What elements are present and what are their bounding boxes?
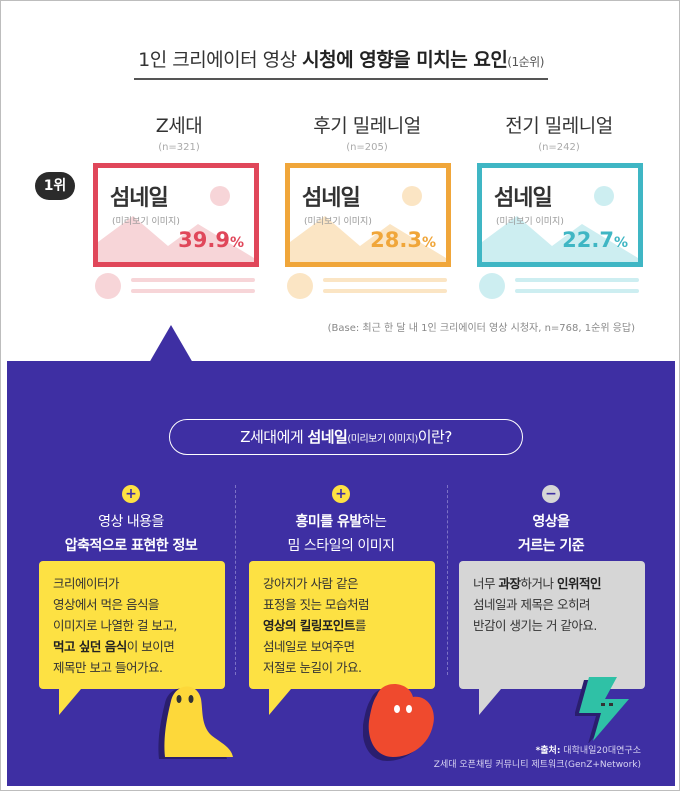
gen-sample-size: (n=205) (346, 142, 388, 153)
card-title: 섬네일 (110, 186, 169, 211)
card-title: 섬네일 (494, 186, 553, 211)
column-meme: + 흥미를 유발하는 밈 스타일의 이미지 (231, 483, 451, 555)
gen-name: Z세대 (155, 115, 203, 137)
plus-icon: + (332, 485, 350, 503)
thumbnail-card-early-millennial: 섬네일 (미리보기 이미지) 22.7% (477, 163, 643, 267)
quote-bubble-1: 크리에이터가 영상에서 먹은 음식을 이미지로 나열한 걸 보고, 먹고 싶던 … (39, 561, 225, 689)
gen-header-late-millennial: 후기 밀레니얼 (n=205) (267, 111, 467, 153)
column-divider (235, 485, 236, 675)
bubble-tail (479, 689, 501, 715)
gen-sample-size: (n=321) (158, 142, 200, 153)
base-note: (Base: 최근 한 달 내 1인 크리에이터 영상 시청자, n=768, … (327, 323, 635, 334)
bubble-line: 너무 과장하거나 인위적인 (473, 576, 602, 591)
bubble-line: 강아지가 사람 같은 (263, 576, 358, 591)
column-line1: 흥미를 유발하는 (295, 514, 387, 530)
card-percentage: 39.9% (178, 228, 244, 252)
placeholder-line (515, 278, 639, 282)
bubble-tail (59, 689, 81, 715)
placeholder-line (323, 278, 447, 282)
title-wrap: 1인 크리에이터 영상 시청에 영향을 미치는 요인(1순위) (1, 45, 679, 80)
card-percentage: 28.3% (370, 228, 436, 252)
bubble-line: 먹고 싶던 음식이 보이면 (53, 639, 175, 654)
bubble-line: 저절로 눈길이 가요. (263, 660, 362, 675)
mountain-graphic (290, 216, 446, 262)
column-divider (447, 485, 448, 675)
card-percentage: 22.7% (562, 228, 628, 252)
placeholder-line (323, 289, 447, 293)
definition-section: Z세대에게 섬네일(미리보기 이미지)이란? + 영상 내용을 압축적으로 표현… (7, 361, 675, 786)
sun-graphic (594, 186, 614, 206)
red-character-icon (363, 683, 434, 761)
column-line2: 밈 스타일의 이미지 (287, 538, 395, 554)
column-info: + 영상 내용을 압축적으로 표현한 정보 (21, 483, 241, 555)
thumbnail-card-z: 섬네일 (미리보기 이미지) 39.9% (93, 163, 259, 267)
pointer-triangle (149, 325, 193, 363)
column-line2: 거르는 기준 (517, 538, 585, 554)
column-line2: 압축적으로 표현한 정보 (64, 538, 198, 554)
card-subtitle: (미리보기 이미지) (304, 217, 372, 227)
gen-header-early-millennial: 전기 밀레니얼 (n=242) (459, 111, 659, 153)
card-title: 섬네일 (302, 186, 361, 211)
source-note: *출처: 대학내일20대연구소 Z세대 오픈채팅 커뮤니티 제트워크(GenZ+… (433, 746, 641, 770)
infographic-title: 1인 크리에이터 영상 시청에 영향을 미치는 요인(1순위) (134, 45, 548, 80)
placeholder-avatar (95, 273, 121, 299)
card-subtitle: (미리보기 이미지) (112, 217, 180, 227)
bubble-line: 섬네일과 제목은 오히려 (473, 597, 590, 612)
quote-bubble-2: 강아지가 사람 같은 표정을 짓는 모습처럼 영상의 킬링포인트를 섬네일로 보… (249, 561, 435, 689)
bubble-tail (269, 689, 291, 715)
column-line1: 영상을 (532, 514, 570, 530)
sun-graphic (402, 186, 422, 206)
sun-graphic (210, 186, 230, 206)
gen-name: 후기 밀레니얼 (313, 115, 421, 137)
quote-bubble-3: 너무 과장하거나 인위적인 섬네일과 제목은 오히려 반감이 생기는 거 같아요… (459, 561, 645, 689)
bubble-line: 표정을 짓는 모습처럼 (263, 597, 369, 612)
bubble-line: 영상의 킬링포인트를 (263, 618, 366, 633)
thumbnail-card-late-millennial: 섬네일 (미리보기 이미지) 28.3% (285, 163, 451, 267)
yellow-character-icon (158, 686, 233, 759)
column-line1: 영상 내용을 (98, 514, 164, 530)
bubble-line: 반감이 생기는 거 같아요. (473, 618, 597, 633)
minus-icon: − (542, 485, 560, 503)
column-filter: − 영상을 거르는 기준 (441, 483, 661, 555)
rank-badge: 1위 (35, 172, 75, 200)
gen-name: 전기 밀레니얼 (505, 115, 613, 137)
placeholder-line (515, 289, 639, 293)
gen-header-z: Z세대 (n=321) (79, 111, 279, 153)
plus-icon: + (122, 485, 140, 503)
placeholder-avatar (287, 273, 313, 299)
bubble-line: 이미지로 나열한 걸 보고, (53, 618, 177, 633)
bubble-line: 영상에서 먹은 음식을 (53, 597, 159, 612)
bubble-line: 제목만 보고 들어가요. (53, 660, 163, 675)
mountain-graphic (98, 216, 254, 262)
placeholder-line (131, 278, 255, 282)
placeholder-avatar (479, 273, 505, 299)
card-subtitle: (미리보기 이미지) (496, 217, 564, 227)
mountain-graphic (482, 216, 638, 262)
definition-pill: Z세대에게 섬네일(미리보기 이미지)이란? (169, 419, 523, 455)
bubble-line: 섬네일로 보여주면 (263, 639, 355, 654)
bubble-line: 크리에이터가 (53, 576, 120, 591)
teal-character-icon (575, 677, 629, 743)
placeholder-line (131, 289, 255, 293)
gen-sample-size: (n=242) (538, 142, 580, 153)
